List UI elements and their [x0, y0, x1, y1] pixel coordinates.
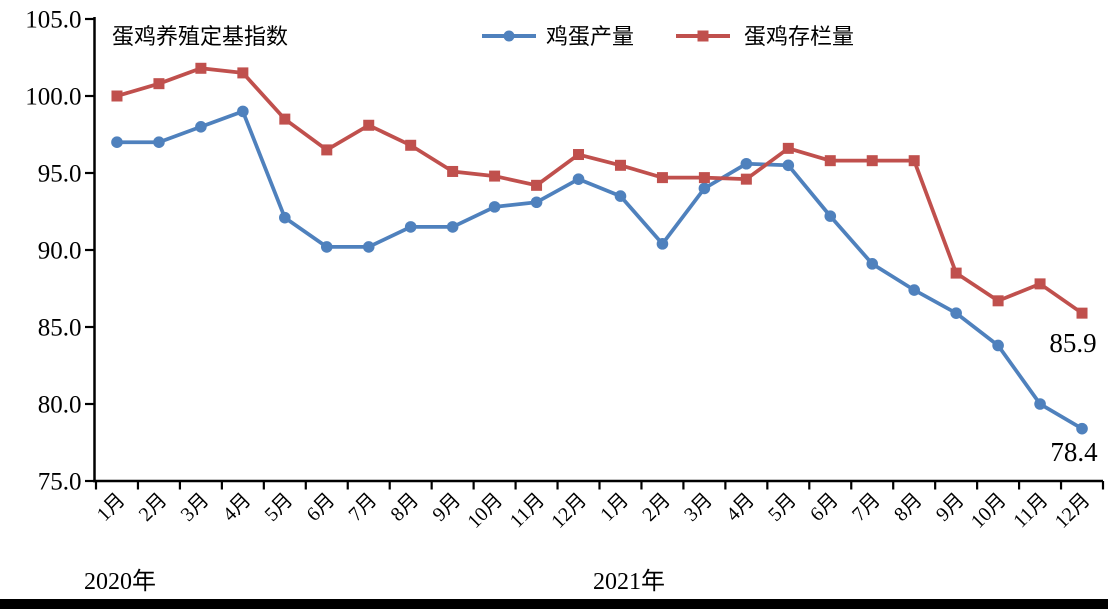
- series-line-1: [115, 66, 1084, 316]
- x-category-label: 6月: [806, 489, 843, 526]
- series-0-circle-marker: [740, 157, 753, 170]
- bottom-border-bar: [0, 599, 1108, 609]
- series-0-circle-marker: [1034, 398, 1046, 410]
- series-1-square-marker: [531, 179, 543, 191]
- series-1-square-marker: [908, 155, 920, 167]
- series-1-square-marker: [489, 170, 501, 182]
- series-0-circle-marker: [824, 210, 837, 222]
- series-0-circle-marker: [446, 221, 459, 233]
- series-1-square-marker: [363, 119, 375, 131]
- chart-title: 蛋鸡养殖定基指数: [112, 24, 288, 49]
- data-label-egg-production-last: 78.4: [1050, 437, 1098, 467]
- x-category-label: 1月: [596, 489, 633, 526]
- series-1-square-marker: [447, 165, 459, 177]
- series-1-square-marker: [866, 155, 878, 167]
- x-category-label: 11月: [1009, 489, 1052, 532]
- x-category-label: 7月: [848, 489, 885, 526]
- series-1-square-marker: [111, 90, 123, 102]
- legend-circle-marker-icon: [503, 30, 515, 42]
- x-category-label: 1月: [93, 489, 130, 526]
- y-tick-label: 105.0: [25, 7, 81, 34]
- series-0-circle-marker: [362, 241, 375, 253]
- series-1-square-marker: [782, 142, 794, 154]
- x-category-label: 6月: [303, 489, 340, 526]
- x-category-label: 7月: [344, 489, 381, 526]
- x-category-label: 5月: [261, 489, 298, 526]
- series-1-square-marker: [1076, 307, 1088, 319]
- series-0-circle-marker: [572, 173, 585, 185]
- x-category-label: 8月: [386, 489, 423, 526]
- x-category-label: 11月: [506, 489, 549, 532]
- series-0-circle-marker: [320, 241, 333, 253]
- series-0-circle-marker: [656, 238, 669, 250]
- y-tick-label: 100.0: [25, 84, 81, 111]
- x-category-label: 4月: [722, 489, 759, 526]
- x-category-label: 10月: [463, 489, 507, 533]
- legend-item-hen-inventory: 蛋鸡存栏量: [676, 24, 854, 49]
- series-0-circle-marker: [195, 121, 207, 133]
- legend-label-hen-inventory: 蛋鸡存栏量: [744, 24, 854, 49]
- y-tick-label: 85.0: [38, 315, 82, 342]
- series-0-circle-marker: [950, 307, 962, 319]
- series-1-square-marker: [153, 78, 165, 90]
- series-0-circle-marker: [111, 136, 123, 148]
- series-1-square-marker: [992, 295, 1004, 307]
- year-label-2020: 2020年: [84, 568, 156, 595]
- x-category-label: 9月: [428, 489, 465, 526]
- x-category-label: 9月: [932, 489, 969, 526]
- series-0-circle-marker: [908, 284, 920, 296]
- series-0-circle-marker: [404, 221, 417, 233]
- series-0-circle-marker: [614, 190, 627, 202]
- series-0-circle-marker: [530, 196, 543, 209]
- x-category-label: 3月: [680, 489, 717, 526]
- series-1-square-marker: [279, 113, 291, 125]
- x-category-label: 12月: [1051, 489, 1095, 533]
- series-0-circle-marker: [992, 339, 1004, 352]
- series-line-0: [115, 109, 1084, 431]
- series-1-square-marker: [237, 67, 249, 79]
- series-0-circle-marker: [237, 105, 249, 118]
- series-0-circle-marker: [279, 211, 291, 224]
- data-label-hen-inventory-last: 85.9: [1049, 328, 1096, 358]
- series-1-square-marker: [405, 139, 417, 151]
- series-1-square-marker: [321, 144, 333, 156]
- x-category-label: 12月: [547, 489, 591, 533]
- series-0-circle-marker: [153, 136, 165, 148]
- legend-square-marker-icon: [697, 30, 709, 42]
- legend-label-egg-production: 鸡蛋产量: [546, 24, 634, 49]
- legend-item-egg-production: 鸡蛋产量: [482, 24, 634, 49]
- series-1-square-marker: [824, 155, 836, 167]
- series-1-square-marker: [614, 159, 626, 171]
- x-category-label: 8月: [890, 489, 927, 526]
- x-category-label: 3月: [177, 489, 214, 526]
- series-0-circle-marker: [488, 201, 501, 213]
- x-category-label: 5月: [764, 489, 801, 526]
- series-0-circle-marker: [1076, 422, 1088, 435]
- y-tick-label: 75.0: [38, 469, 82, 496]
- series-0-circle-marker: [698, 182, 711, 195]
- y-tick-label: 95.0: [38, 161, 82, 188]
- series-0-circle-marker: [782, 159, 795, 172]
- legend: 鸡蛋产量 蛋鸡存栏量: [482, 24, 854, 49]
- series-1-square-marker: [656, 172, 668, 184]
- x-category-label: 2月: [135, 489, 172, 526]
- series-1-square-marker: [950, 267, 962, 279]
- series-1-square-marker: [1034, 278, 1046, 290]
- x-category-label: 4月: [219, 489, 256, 526]
- series-1-square-marker: [195, 62, 207, 74]
- x-category-label: 10月: [967, 489, 1011, 533]
- series-1-square-marker: [698, 172, 710, 184]
- year-label-2021: 2021年: [593, 568, 665, 595]
- x-category-label: 2月: [638, 489, 675, 526]
- series-1-square-marker: [740, 173, 752, 185]
- series-0-circle-marker: [866, 258, 879, 270]
- y-tick-label: 80.0: [38, 392, 82, 419]
- y-tick-label: 90.0: [38, 238, 82, 265]
- series-1-square-marker: [573, 149, 585, 161]
